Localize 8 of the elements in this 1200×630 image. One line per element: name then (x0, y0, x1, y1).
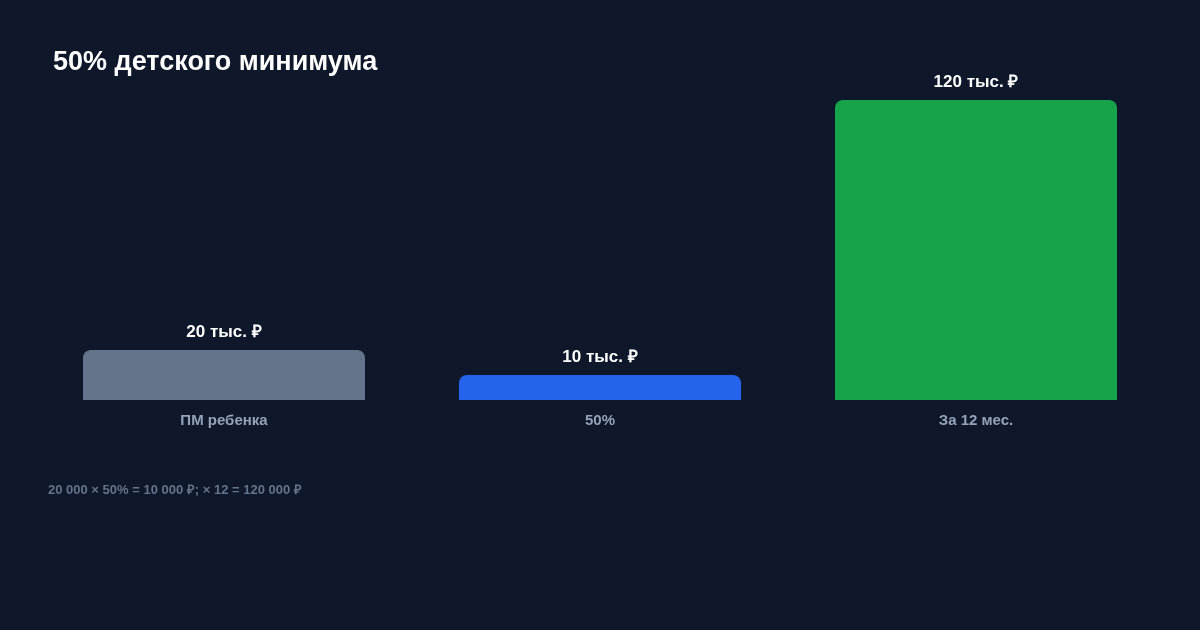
data-label: 20 тыс. ₽ (186, 322, 262, 341)
data-label: 10 тыс. ₽ (562, 347, 638, 366)
x-tick-label: 50% (584, 411, 616, 428)
chart-title: 50% детского минимума (53, 45, 379, 76)
x-tick-label: За 12 мес. (938, 411, 1014, 428)
data-label: 120 тыс. ₽ (933, 72, 1019, 91)
x-tick-label: ПМ ребенка (180, 411, 269, 428)
text: 20 000 × 50% = 10 000 ₽; × 12 = 120 000 ₽ (48, 482, 302, 497)
